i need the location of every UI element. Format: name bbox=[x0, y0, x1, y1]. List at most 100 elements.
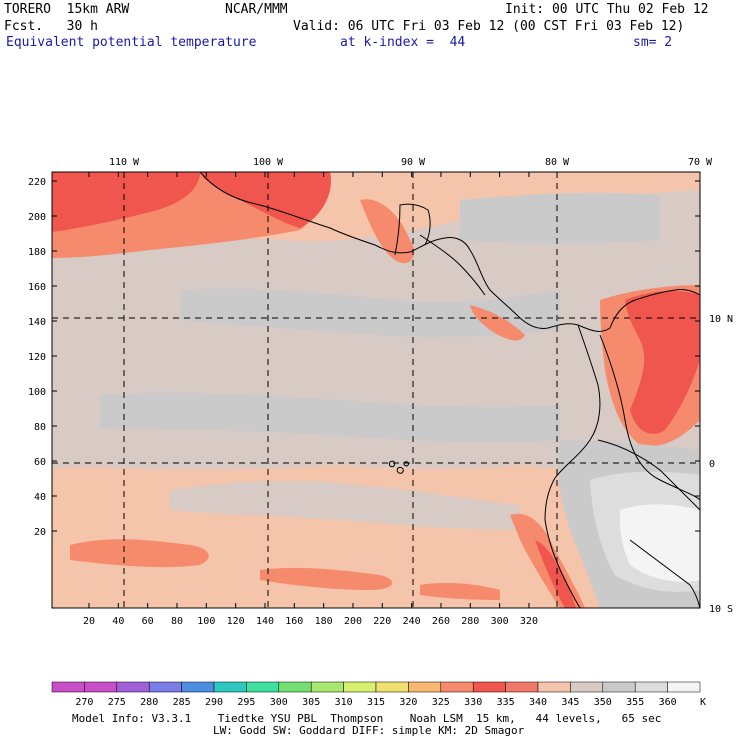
colorbar-label-335: 335 bbox=[497, 697, 515, 708]
lon-label-80w: 80 W bbox=[545, 157, 570, 168]
colorbar-label-305: 305 bbox=[302, 697, 320, 708]
field-warm-s3 bbox=[420, 582, 500, 600]
y-tick-label-60: 60 bbox=[34, 457, 46, 468]
colorbar: 270 275 280 285 290 295 300 305 310 315 320 325 330 3… bbox=[51, 681, 701, 708]
field-warm-s1 bbox=[70, 539, 209, 568]
field-andes-white bbox=[619, 504, 700, 582]
colorbar-label-280: 280 bbox=[140, 697, 158, 708]
x-tick-label-200: 200 bbox=[344, 616, 362, 627]
colorbar-swatch-355 bbox=[634, 681, 668, 693]
field-warm-central bbox=[360, 199, 415, 264]
lon-label-110w: 110 W bbox=[109, 157, 140, 168]
field-name: Equivalent potential temperature bbox=[6, 35, 257, 50]
y-tick-label-40: 40 bbox=[34, 492, 46, 503]
lat-label-10s: 10 S bbox=[709, 604, 733, 615]
lat-label-10n: 10 N bbox=[709, 314, 733, 325]
border-central bbox=[419, 234, 486, 296]
y-tick-label-20: 20 bbox=[34, 527, 46, 538]
colorbar-label-295: 295 bbox=[237, 697, 255, 708]
coast-colombia bbox=[609, 289, 701, 329]
x-tick-label-320: 320 bbox=[520, 616, 538, 627]
colorbar-swatch-300 bbox=[278, 681, 312, 693]
colorbar-label-270: 270 bbox=[75, 697, 93, 708]
x-tick-label-20: 20 bbox=[83, 616, 95, 627]
y-tick-label-120: 120 bbox=[28, 352, 46, 363]
field-hot-peru bbox=[535, 540, 576, 608]
lon-label-70w: 70 W bbox=[688, 157, 713, 168]
y-tick-label-100: 100 bbox=[28, 387, 46, 398]
colorbar-label-325: 325 bbox=[432, 697, 450, 708]
colorbar-label-345: 345 bbox=[561, 697, 579, 708]
colorbar-label-285: 285 bbox=[173, 697, 191, 708]
x-tick-label-60: 60 bbox=[142, 616, 154, 627]
field-band-light2 bbox=[100, 392, 560, 443]
graticule bbox=[52, 172, 700, 608]
colorbar-label-320: 320 bbox=[399, 697, 417, 708]
x-tick-label-100: 100 bbox=[197, 616, 215, 627]
y-tick-label-80: 80 bbox=[34, 422, 46, 433]
colorbar-label-350: 350 bbox=[594, 697, 612, 708]
colorbar-label-360: 360 bbox=[659, 697, 677, 708]
field-band-light3 bbox=[460, 192, 660, 244]
x-tick-label-180: 180 bbox=[315, 616, 333, 627]
smoothing-info: sm= 2 bbox=[633, 35, 673, 50]
colorbar-swatch-275 bbox=[116, 681, 150, 693]
organization: NCAR/MMM bbox=[225, 2, 288, 17]
x-tick-label-80: 80 bbox=[171, 616, 183, 627]
galapagos-2 bbox=[396, 467, 404, 474]
colorbar-swatch-340 bbox=[537, 681, 571, 693]
y-tick-label-160: 160 bbox=[28, 282, 46, 293]
field-hot-mexico bbox=[200, 172, 331, 228]
forecast-hour: Fcst. 30 h bbox=[4, 19, 98, 34]
field-warm-s2 bbox=[260, 567, 393, 590]
colorbar-swatch-280 bbox=[148, 681, 182, 693]
y-tick-label-200: 200 bbox=[28, 212, 46, 223]
colorbar-label-315: 315 bbox=[367, 697, 385, 708]
coast-yucatan bbox=[394, 203, 431, 256]
x-tick-label-260: 260 bbox=[432, 616, 450, 627]
x-tick-label-160: 160 bbox=[285, 616, 303, 627]
colorbar-swatch-290 bbox=[213, 681, 247, 693]
field-hot-colombia bbox=[625, 290, 700, 434]
lon-label-90w: 90 W bbox=[401, 157, 426, 168]
colorbar-label-300: 300 bbox=[270, 697, 288, 708]
colorbar-swatch-335 bbox=[505, 681, 539, 693]
model-name: TORERO 15km ARW bbox=[4, 2, 130, 17]
field-warm-costarica bbox=[470, 305, 525, 341]
border-bolivia bbox=[629, 539, 701, 609]
tick-layer: 220 200 180 160 140 120 100 80 60 40 20 20 40 60 80 100… bbox=[28, 172, 700, 627]
colorbar-label-340: 340 bbox=[529, 697, 547, 708]
x-tick-label-240: 240 bbox=[403, 616, 421, 627]
colorbar-swatch-270 bbox=[84, 681, 118, 693]
y-tick-label-140: 140 bbox=[28, 317, 46, 328]
colorbar-label-330: 330 bbox=[464, 697, 482, 708]
theta-e-field bbox=[52, 172, 700, 608]
field-hot-nw bbox=[52, 172, 200, 232]
colorbar-swatch-285 bbox=[181, 681, 215, 693]
coast-pacific-sa bbox=[544, 324, 601, 609]
model-info-line2: LW: Godd SW: Goddard DIFF: simple KM: 2D… bbox=[213, 724, 525, 737]
colorbar-swatch-295 bbox=[246, 681, 280, 693]
x-tick-label-220: 220 bbox=[373, 616, 391, 627]
colorbar-swatch-360 bbox=[667, 681, 701, 693]
x-tick-label-120: 120 bbox=[227, 616, 245, 627]
border-andes bbox=[599, 334, 701, 501]
colorbar-swatch-310 bbox=[343, 681, 377, 693]
y-tick-label-220: 220 bbox=[28, 177, 46, 188]
colorbar-swatch-315 bbox=[375, 681, 409, 693]
colorbar-swatch-305 bbox=[310, 681, 344, 693]
lon-label-100w: 100 W bbox=[253, 157, 284, 168]
model-info-line1: Model Info: V3.3.1 Tiedtke YSU PBL Thomp… bbox=[72, 712, 662, 725]
x-tick-label-280: 280 bbox=[461, 616, 479, 627]
colorbar-swatch-low bbox=[51, 681, 85, 693]
colorbar-unit: K bbox=[700, 697, 706, 708]
field-band-grey2 bbox=[170, 480, 520, 530]
valid-time: Valid: 06 UTC Fri 03 Feb 12 (00 CST Fri … bbox=[293, 19, 685, 34]
lat-label-0: 0 bbox=[709, 459, 715, 470]
coastlines bbox=[199, 171, 701, 609]
colorbar-swatch-320 bbox=[408, 681, 442, 693]
colorbar-label-275: 275 bbox=[108, 697, 126, 708]
colorbar-label-355: 355 bbox=[626, 697, 644, 708]
colorbar-swatch-325 bbox=[440, 681, 474, 693]
